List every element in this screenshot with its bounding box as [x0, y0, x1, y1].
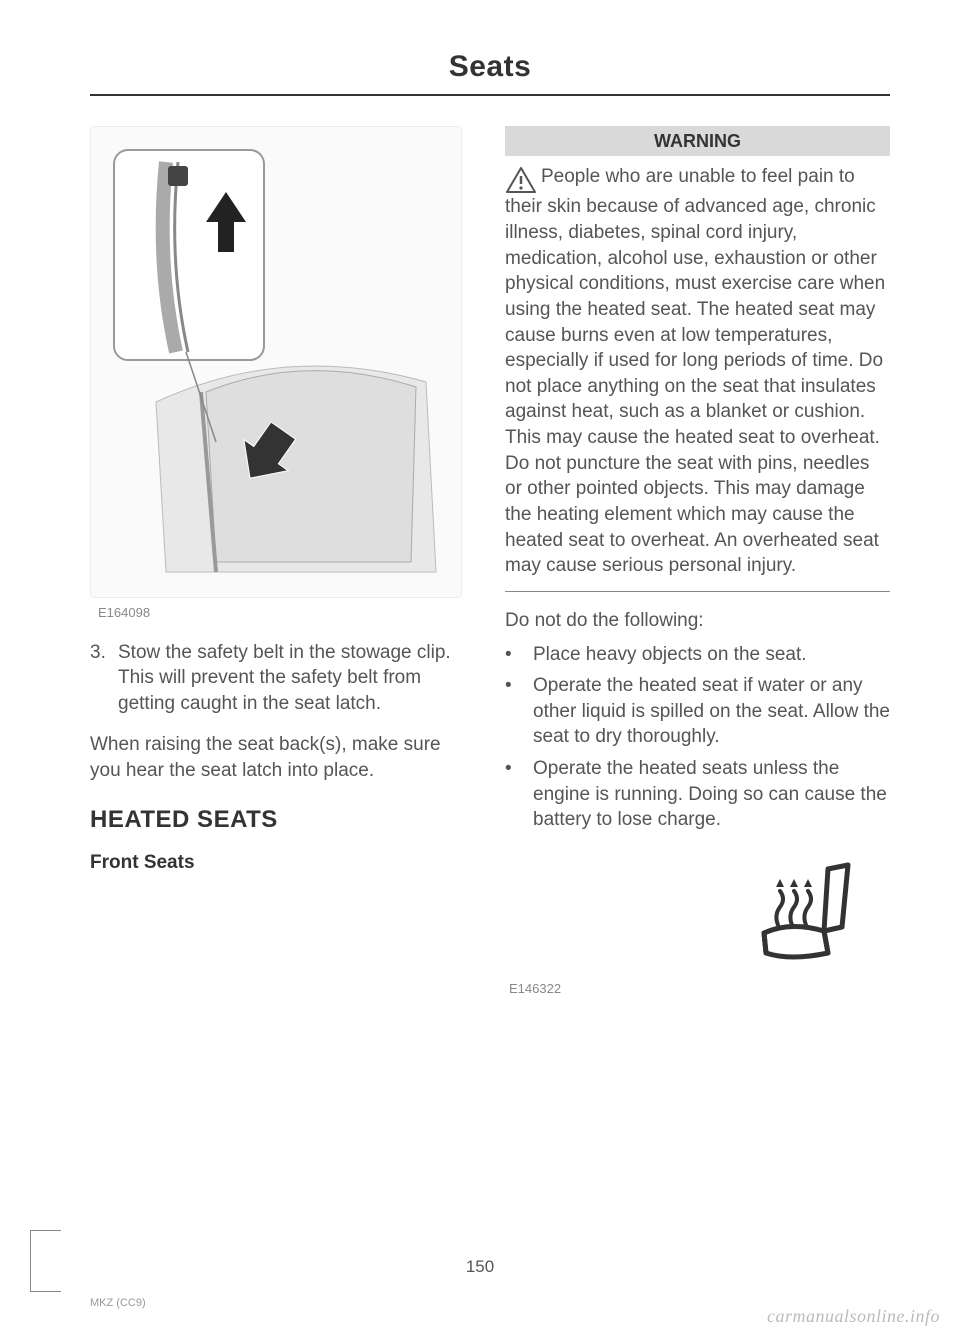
- bullet-text: Operate the heated seat if water or any …: [533, 673, 890, 750]
- heated-seat-icon: [750, 857, 860, 962]
- step-3-text: Stow the safety belt in the stowage clip…: [118, 640, 475, 717]
- right-column: WARNING People who are unable to feel pa…: [505, 126, 890, 997]
- seatbelt-stowage-figure: [90, 126, 462, 598]
- list-item: • Operate the heated seats unless the en…: [505, 756, 890, 833]
- heated-seats-heading: HEATED SEATS: [90, 804, 475, 836]
- figure-label-right: E146322: [509, 980, 890, 998]
- bullet-icon: •: [505, 756, 533, 833]
- step-3: 3. Stow the safety belt in the stowage c…: [90, 640, 475, 717]
- do-not-list: • Place heavy objects on the seat. • Ope…: [505, 642, 890, 833]
- bullet-icon: •: [505, 642, 533, 668]
- warning-body: People who are unable to feel pain to th…: [505, 164, 890, 592]
- list-item: • Place heavy objects on the seat.: [505, 642, 890, 668]
- page-number: 150: [0, 1257, 960, 1277]
- bullet-icon: •: [505, 673, 533, 750]
- page-title: Seats: [90, 50, 890, 96]
- do-not-intro: Do not do the following:: [505, 608, 890, 634]
- raise-seat-paragraph: When raising the seat back(s), make sure…: [90, 732, 475, 783]
- heated-seat-figure: [505, 857, 890, 970]
- watermark: carmanualsonline.info: [767, 1306, 940, 1327]
- left-column: E164098 3. Stow the safety belt in the s…: [90, 126, 475, 997]
- content-columns: E164098 3. Stow the safety belt in the s…: [90, 126, 890, 997]
- warning-triangle-icon: [505, 166, 537, 194]
- bullet-text: Place heavy objects on the seat.: [533, 642, 807, 668]
- bullet-text: Operate the heated seats unless the engi…: [533, 756, 890, 833]
- warning-text: People who are unable to feel pain to th…: [505, 166, 885, 576]
- front-seats-heading: Front Seats: [90, 850, 475, 876]
- step-3-number: 3.: [90, 640, 118, 717]
- seatbelt-illustration-svg: [106, 142, 446, 582]
- warning-heading: WARNING: [505, 126, 890, 156]
- list-item: • Operate the heated seat if water or an…: [505, 673, 890, 750]
- crop-mark: [30, 1230, 61, 1292]
- figure-label-left: E164098: [98, 604, 475, 622]
- footer-code: MKZ (CC9): [90, 1297, 146, 1309]
